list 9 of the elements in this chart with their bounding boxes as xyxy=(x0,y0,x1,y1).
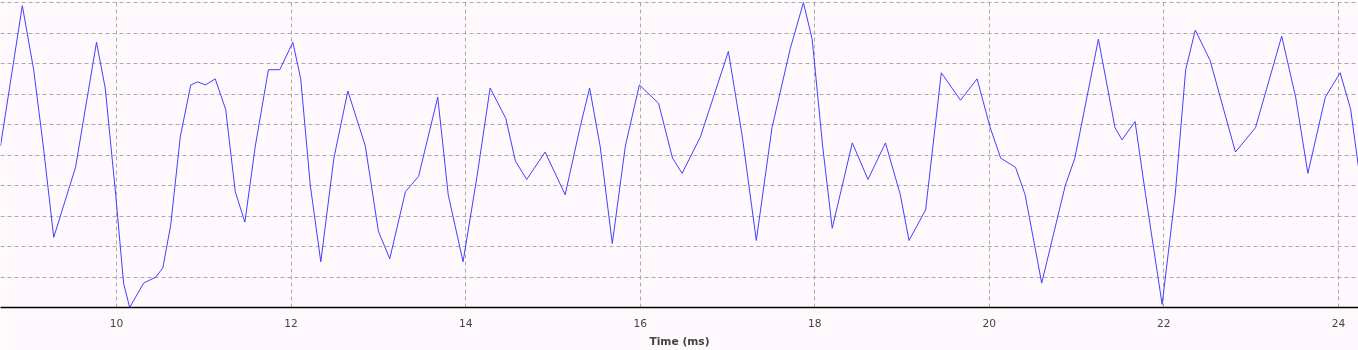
x-tick-label: 12 xyxy=(284,316,298,330)
x-tick-label: 10 xyxy=(109,316,124,330)
x-tick-label: 20 xyxy=(982,316,997,330)
x-axis-title: Time (ms) xyxy=(649,334,710,348)
x-tick-label: 14 xyxy=(458,316,473,330)
x-tick-label: 16 xyxy=(633,316,648,330)
x-tick-label: 18 xyxy=(808,316,822,330)
x-tick-label: 22 xyxy=(1157,316,1171,330)
x-tick-label: 24 xyxy=(1331,316,1346,330)
